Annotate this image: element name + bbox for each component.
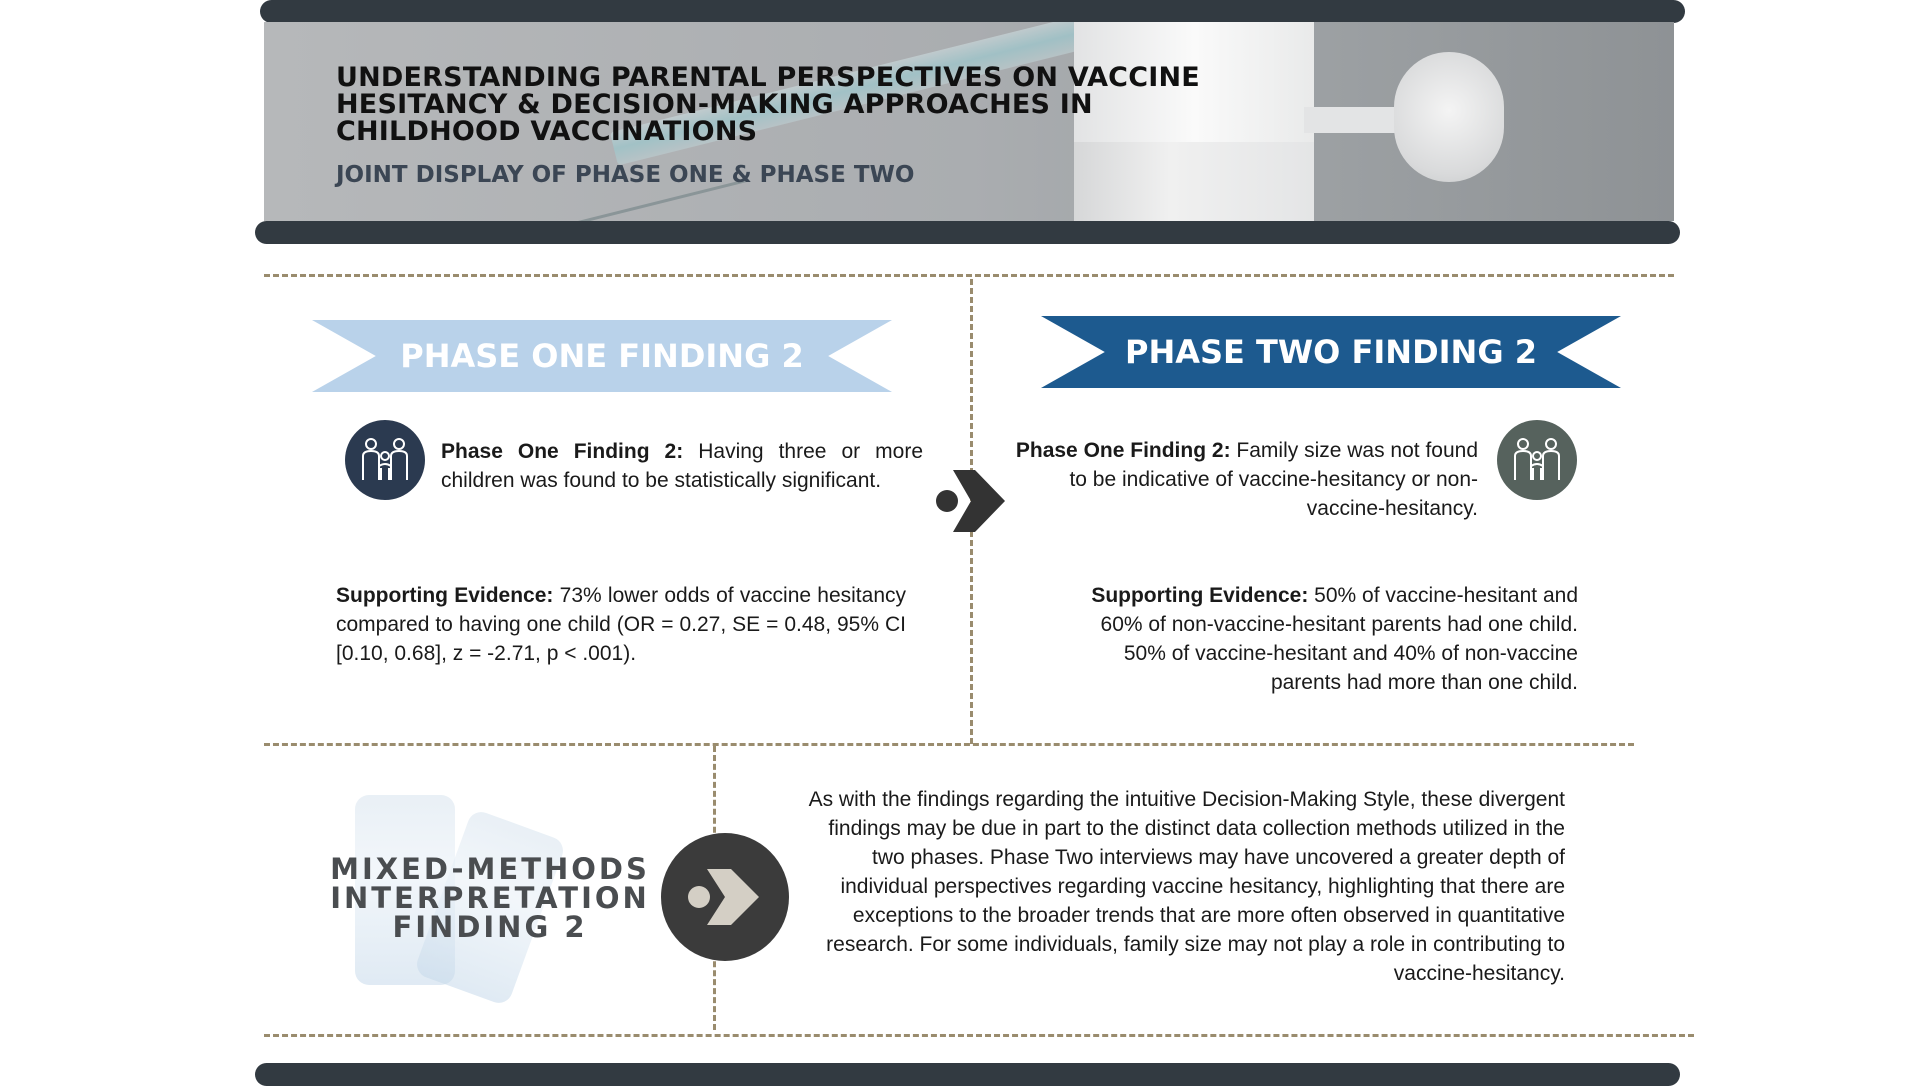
phase-one-ribbon: PHASE ONE FINDING 2 <box>312 320 892 392</box>
phase-two-evidence-text: 50% of vaccine-hesitant and 60% of non-v… <box>1100 584 1578 694</box>
family-icon <box>1497 420 1577 500</box>
plunger-graphic <box>1394 52 1504 182</box>
phase-one-evidence-text: 73% lower odds of vaccine hesitancy comp… <box>336 584 906 665</box>
phase-one-evidence: Supporting Evidence: 73% lower odds of v… <box>336 581 906 668</box>
phase-one-finding-text: Having three or more children was found … <box>441 440 923 492</box>
phase-two-finding: Phase One Finding 2: Family size was not… <box>993 436 1478 523</box>
page-title: UNDERSTANDING PARENTAL PERSPECTIVES ON V… <box>336 62 1200 147</box>
divider-middle <box>264 743 1634 746</box>
phase-two-finding-text: Family size was not found to be indicati… <box>1069 439 1478 520</box>
divider-bottom <box>264 1034 1694 1037</box>
page-subtitle: JOINT DISPLAY OF PHASE ONE & PHASE TWO <box>336 162 915 188</box>
family-icon <box>345 420 425 500</box>
arrow-chevron-icon <box>661 833 789 961</box>
interpretation-title: MIXED-METHODS INTERPRETATION FINDING 2 <box>330 852 650 944</box>
phase-two-finding-label: Phase One Finding 2: <box>1015 439 1231 462</box>
phase-two-ribbon: PHASE TWO FINDING 2 <box>1041 316 1621 388</box>
comparison-arrow-icon <box>935 470 1005 532</box>
header-bottom-bar <box>255 221 1680 244</box>
header-banner-image <box>264 22 1674 221</box>
phase-one-evidence-label: Supporting Evidence: <box>336 584 554 607</box>
phase-one-finding: Phase One Finding 2: Having three or mor… <box>441 437 923 495</box>
phase-one-finding-label: Phase One Finding 2: <box>441 440 684 463</box>
footer-bar <box>255 1063 1680 1086</box>
divider-top <box>264 274 1674 277</box>
vial-cap-graphic <box>1074 22 1314 142</box>
phase-two-evidence: Supporting Evidence: 50% of vaccine-hesi… <box>1060 581 1578 697</box>
phase-two-evidence-label: Supporting Evidence: <box>1091 584 1309 607</box>
interpretation-text: As with the findings regarding the intui… <box>808 788 1565 985</box>
top-bar <box>260 0 1685 23</box>
